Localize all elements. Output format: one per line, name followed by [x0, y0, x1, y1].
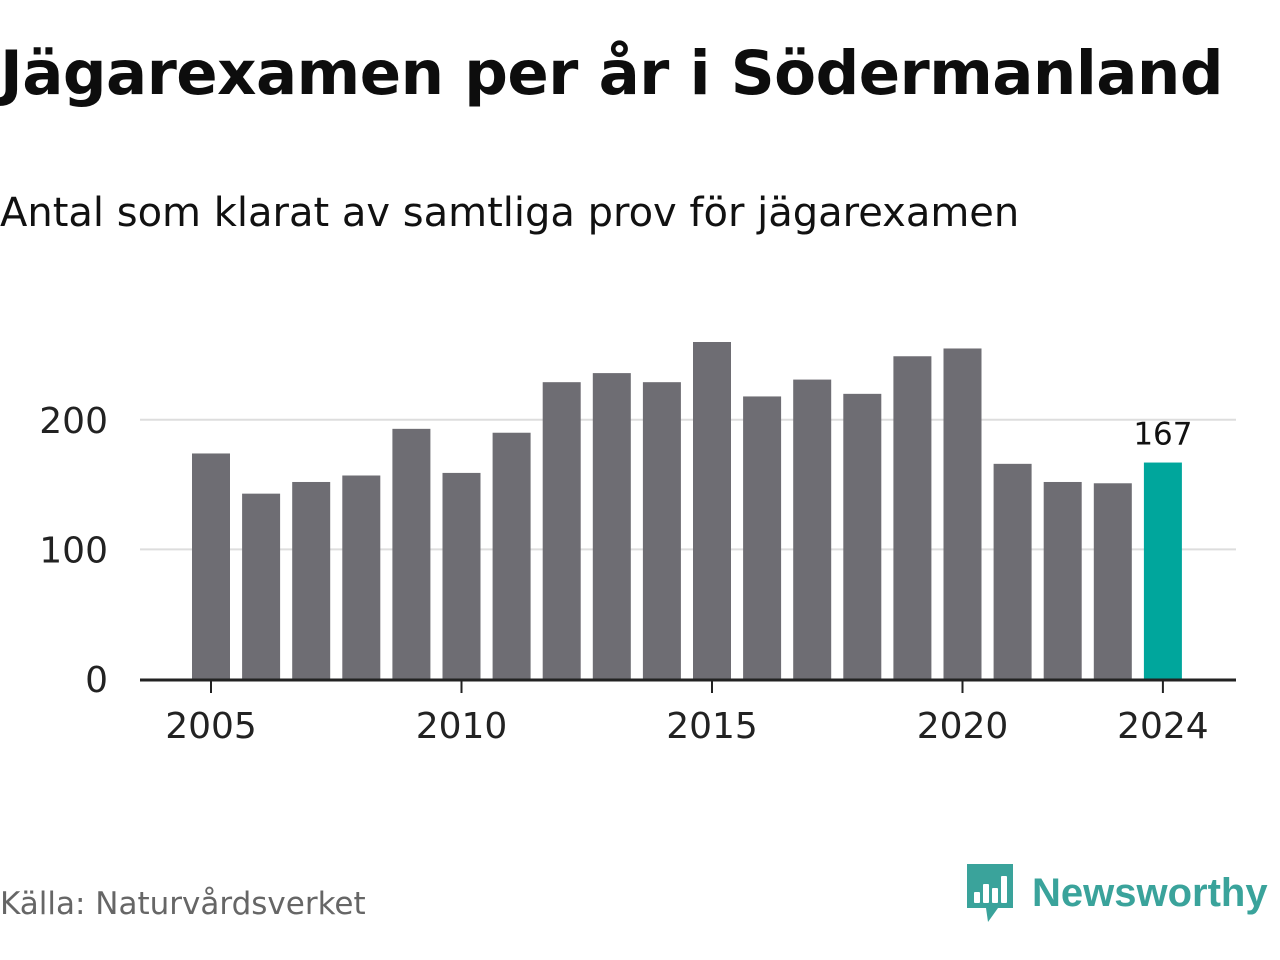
bar-2017: [793, 379, 832, 679]
bar-2007: [292, 481, 331, 679]
chart-subtitle: Antal som klarat av samtliga prov för jä…: [0, 190, 1020, 236]
bar-2005: [192, 453, 230, 679]
bar-2019: [893, 356, 932, 679]
source-note: Källa: Naturvårdsverket: [0, 886, 366, 922]
x-axis: 2005 2010 2015 2020 2024: [140, 678, 1236, 747]
data-label-2024: 167: [1133, 417, 1192, 453]
bar-2020: [943, 348, 982, 679]
bars: [192, 342, 1182, 679]
bar-chart: 0 100 200 2005 2010 2015 2020 2024 167: [39, 342, 1236, 747]
brand: Newsworthy: [964, 862, 1268, 924]
x-tick-label-2024: 2024: [1117, 706, 1209, 747]
bar-2012: [542, 382, 581, 679]
x-tick-label-2020: 2020: [917, 706, 1009, 747]
newsworthy-logo-icon: [967, 864, 1013, 922]
y-tick-label-200: 200: [39, 401, 108, 442]
x-tick-label-2010: 2010: [416, 706, 508, 747]
y-tick-label-100: 100: [39, 530, 108, 571]
y-tick-labels: 0 100 200: [39, 401, 108, 701]
y-tick-label-0: 0: [85, 660, 108, 701]
x-tick-label-2005: 2005: [165, 706, 257, 747]
bar-2013: [592, 373, 631, 679]
bar-2023: [1093, 483, 1132, 679]
bar-2015: [693, 342, 731, 679]
bar-2018: [843, 393, 882, 679]
bar-2022: [1043, 481, 1082, 679]
bar-2009: [392, 428, 431, 679]
bar-2024: [1143, 462, 1182, 679]
x-tick-label-2015: 2015: [666, 706, 758, 747]
brand-name: Newsworthy: [1032, 870, 1268, 915]
bar-2011: [492, 432, 531, 679]
chart-title: Jägarexamen per år i Södermanland: [0, 38, 1224, 109]
data-labels: 167: [1133, 417, 1192, 453]
bar-2021: [993, 463, 1032, 679]
bar-2008: [342, 475, 381, 679]
bar-2016: [743, 396, 782, 679]
bar-2010: [442, 472, 481, 679]
bar-2014: [642, 382, 681, 679]
bar-2006: [242, 493, 281, 679]
